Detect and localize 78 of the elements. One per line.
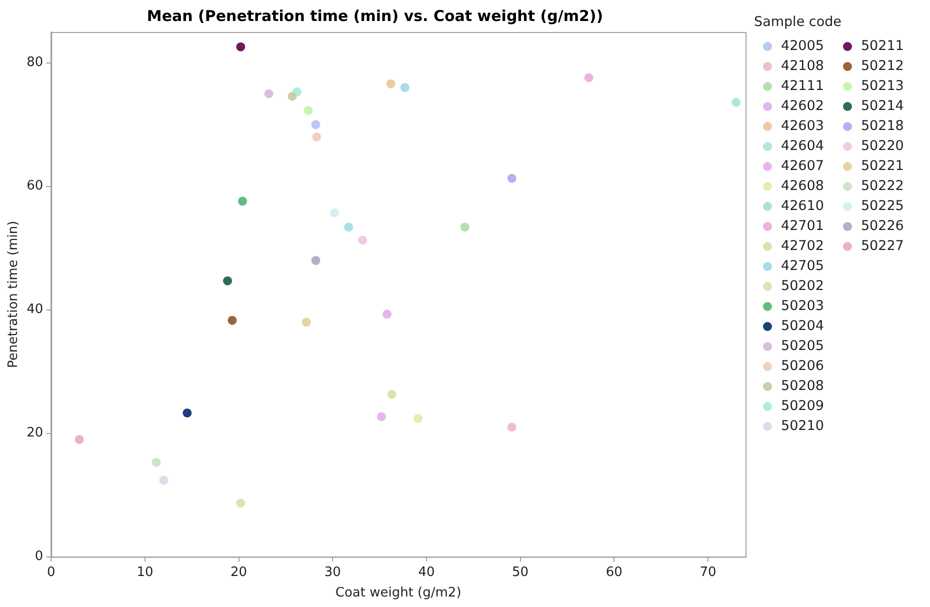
point: [732, 98, 741, 107]
legend-label: 42610: [781, 198, 824, 214]
point: [74, 434, 84, 444]
x-axis-title: Coat weight (g/m2): [335, 586, 462, 601]
legend-label: 50212: [860, 58, 904, 74]
y-tick-label: 80: [26, 55, 44, 70]
point: [288, 92, 297, 101]
point: [386, 79, 396, 88]
point: [330, 208, 340, 218]
point: [159, 476, 168, 485]
legend-label: 50226: [860, 218, 904, 234]
legend-label: 50208: [781, 378, 824, 394]
y-tick-label: 60: [26, 178, 44, 194]
legend-label: 50211: [860, 38, 904, 54]
legend-label: 50221: [860, 158, 904, 174]
x-tick-label: 20: [230, 564, 248, 580]
legend-label: 42108: [781, 58, 824, 74]
legend-label: 50203: [781, 298, 824, 314]
legend-label: 50209: [781, 398, 824, 414]
x-tick-label: 70: [700, 564, 716, 580]
point: [311, 256, 320, 265]
legend-label: 42607: [781, 158, 824, 174]
point: [238, 196, 248, 206]
legend-label: 50204: [781, 318, 824, 334]
point: [236, 42, 246, 52]
legend-title: Sample code: [754, 14, 842, 30]
point: [182, 408, 192, 418]
point: [312, 132, 322, 142]
point: [228, 316, 237, 325]
point: [400, 83, 410, 92]
x-tick-label: 40: [418, 564, 435, 580]
point: [507, 174, 516, 183]
point: [302, 318, 311, 327]
legend-label: 50218: [860, 118, 904, 134]
point: [344, 222, 354, 232]
x-tick-label: 30: [324, 564, 341, 580]
legend-label: 42608: [781, 178, 824, 194]
point: [414, 414, 423, 423]
legend-label: 50210: [781, 418, 824, 434]
legend-label: 42602: [781, 98, 824, 114]
y-tick-label: 40: [26, 302, 44, 318]
legend-label: 42111: [781, 78, 824, 94]
legend-label: 50225: [860, 198, 904, 214]
point: [507, 422, 516, 432]
legend-label: 42604: [781, 138, 824, 154]
y-tick-label: 0: [34, 549, 44, 564]
legend-label: 42603: [781, 118, 824, 134]
chart-title: Mean (Penetration time (min) vs. Coat weight (g/m2)): [146, 6, 604, 25]
legend-label: 50227: [860, 238, 904, 254]
y-axis-title: Penetration time (min): [6, 220, 22, 368]
point: [311, 120, 320, 130]
point: [460, 222, 470, 232]
point: [236, 498, 246, 508]
legend-label: 50206: [781, 358, 824, 374]
x-tick-label: 60: [606, 564, 622, 580]
x-tick-label: 50: [512, 564, 529, 580]
y-tick-label: 20: [26, 426, 44, 441]
legend-label: 50220: [860, 138, 904, 154]
legend-label: 42701: [781, 218, 824, 234]
legend-label: 50222: [860, 178, 904, 194]
x-tick-label: 10: [136, 564, 154, 580]
point: [584, 73, 594, 82]
point: [264, 89, 274, 98]
point: [382, 310, 392, 319]
point: [304, 106, 313, 115]
point: [223, 276, 232, 286]
legend-label: 50205: [781, 338, 824, 354]
point: [376, 412, 386, 422]
point: [387, 390, 396, 399]
x-tick-label: 0: [47, 564, 56, 580]
point: [152, 458, 161, 467]
point: [358, 236, 368, 245]
legend-label: 42005: [781, 38, 824, 54]
legend-label: 42705: [781, 258, 824, 274]
legend-label: 50202: [781, 278, 824, 294]
legend-label: 50214: [860, 98, 904, 114]
legend-label: 42702: [781, 238, 824, 254]
legend-label: 50213: [860, 78, 904, 94]
